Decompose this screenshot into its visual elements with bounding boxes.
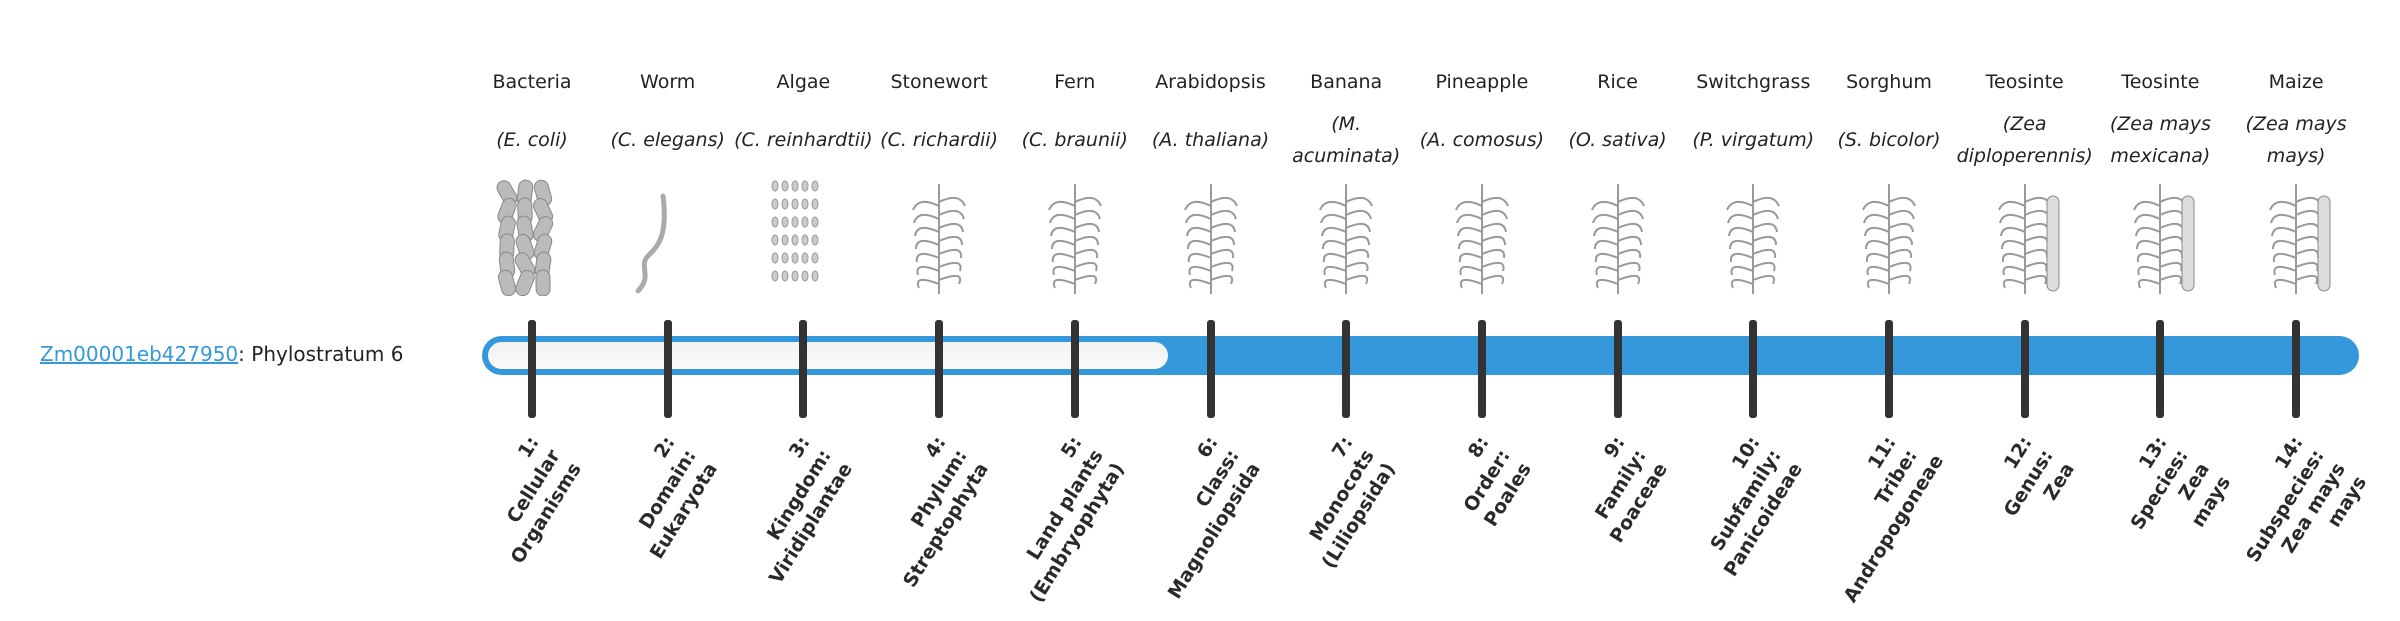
phylostratum-tick (935, 320, 944, 418)
phylostratum-label: 6: Class: Magnoliopsida (1163, 432, 1265, 603)
organism-common-name: Switchgrass (1696, 71, 1811, 93)
organism-common-name: Teosinte (1985, 71, 2064, 93)
phylostratum-tick (799, 320, 808, 418)
phylostratum-tick (2292, 320, 2301, 418)
algae-illustration (733, 176, 873, 296)
phylostratum-label: 11: Tribe: Andropogoneae (1839, 432, 1949, 607)
phylostratum-tick (1070, 320, 1079, 418)
organism-species-name: (O. sativa) (1548, 108, 1688, 172)
organism-species-name: (A. comosus) (1412, 108, 1552, 172)
phylostratum-label: 13: Species: Zea mays (2126, 432, 2236, 534)
phylostratum-label: 14: Subspecies: Zea mays mays (2242, 432, 2372, 567)
species-text: (O. sativa) (1568, 129, 1667, 151)
organism-common-name: Teosinte (2121, 71, 2200, 93)
organism-common-name: Bacteria (492, 71, 572, 93)
organism-species-name: (A. thaliana) (1141, 108, 1281, 172)
organism-species-name: (M. acuminata) (1276, 108, 1416, 172)
phylostratum-label: 1: Cellular Organisms (502, 432, 586, 568)
organism-common-name: Sorghum (1846, 71, 1932, 93)
organism-species-name: (P. virgatum) (1683, 108, 1823, 172)
species-text: (C. reinhardtii) (734, 129, 873, 151)
stonewort-illustration (869, 176, 1009, 296)
organism-common-name: Pineapple (1435, 71, 1529, 93)
organism-species-name: (C. braunii) (1005, 108, 1145, 172)
phylostratum-label: 8: Order: Poales (1459, 432, 1536, 531)
species-text: (Zea mays mexicana) (2109, 113, 2211, 167)
pineapple-illustration (1412, 176, 1552, 296)
organism-common-name: Banana (1310, 71, 1383, 93)
organism-common-name: Worm (640, 71, 696, 93)
phylostratum-tick (2020, 320, 2029, 418)
banana-illustration (1276, 176, 1416, 296)
phylostratum-label: 4: Phylum: Streptophyta (898, 432, 994, 592)
species-text: (C. elegans) (610, 129, 725, 151)
bar-unfilled-region (488, 342, 1168, 369)
organism-species-name: (Zea diploperennis) (1955, 108, 2095, 172)
gene-label: Zm00001eb427950: Phylostratum 6 (40, 340, 403, 368)
organism-common-name: Maize (2268, 71, 2324, 93)
rice-illustration (1548, 176, 1688, 296)
worm-illustration (598, 176, 738, 296)
phylostratum-label: 2: Domain: Eukaryota (634, 432, 722, 563)
phylostratum-tick (1885, 320, 1893, 418)
maize-illustration (2226, 176, 2366, 296)
organism-species-name: (C. reinhardtii) (733, 108, 873, 172)
species-text: (A. thaliana) (1151, 129, 1270, 151)
species-text: (M. acuminata) (1292, 113, 1401, 167)
sorghum-illustration (1819, 176, 1959, 296)
species-text: (C. richardii) (880, 129, 998, 151)
organism-common-name: Arabidopsis (1155, 71, 1266, 93)
organism-species-name: (E. coli) (462, 108, 602, 172)
organism-species-name: (C. richardii) (869, 108, 1009, 172)
species-text: (S. bicolor) (1837, 129, 1941, 151)
phylostratum-label: 3: Kingdom: Viridiplantae (763, 432, 858, 588)
gene-link[interactable]: Zm00001eb427950 (40, 342, 239, 366)
teosinte-illustration (1955, 176, 2095, 296)
bacteria-illustration (462, 176, 602, 296)
species-text: (A. comosus) (1419, 129, 1545, 151)
switchgrass-illustration (1683, 176, 1823, 296)
species-text: (E. coli) (496, 129, 568, 151)
species-text: (Zea mays mays) (2245, 113, 2347, 167)
fern-illustration (1005, 176, 1145, 296)
organism-species-name: (Zea mays mays) (2226, 108, 2366, 172)
organism-species-name: (Zea mays mexicana) (2090, 108, 2230, 172)
species-text: (P. virgatum) (1692, 129, 1815, 151)
phylostratum-tick (528, 320, 536, 418)
organism-common-name: Algae (776, 71, 831, 93)
organism-common-name: Rice (1597, 71, 1638, 93)
organism-common-name: Fern (1054, 71, 1096, 93)
phylostratum-label: 5: Land plants (Embryophyta) (1022, 432, 1129, 607)
phylostratum-tick (663, 320, 672, 418)
phylostratum-label: 12: Genus: Zea (1999, 432, 2079, 521)
phylostratum-tick (1749, 320, 1758, 418)
arabidopsis-illustration (1141, 176, 1281, 296)
phylostratum-label: 7: Monocots (Liliopsida) (1305, 432, 1401, 573)
phylostratum-text: : Phylostratum 6 (238, 342, 404, 366)
species-text: (C. braunii) (1021, 129, 1128, 151)
phylostratum-tick (1342, 320, 1351, 418)
organism-species-name: (S. bicolor) (1819, 108, 1959, 172)
organism-species-name: (C. elegans) (598, 108, 738, 172)
phylostratum-label: 10: Subfamily: Panicoideae (1706, 432, 1808, 581)
teosinte-mexicana-illustration (2090, 176, 2230, 296)
phylostratum-tick (1206, 320, 1215, 418)
species-text: (Zea diploperennis) (1956, 113, 2093, 167)
phylostratum-tick (1477, 320, 1486, 418)
organism-common-name: Stonewort (890, 71, 988, 93)
phylostratum-tick (1613, 320, 1622, 418)
phylostratum-tick (2156, 320, 2165, 418)
phylostratum-bar (482, 336, 2359, 375)
phylostratum-label: 9: Family: Poaceae (1590, 432, 1672, 547)
